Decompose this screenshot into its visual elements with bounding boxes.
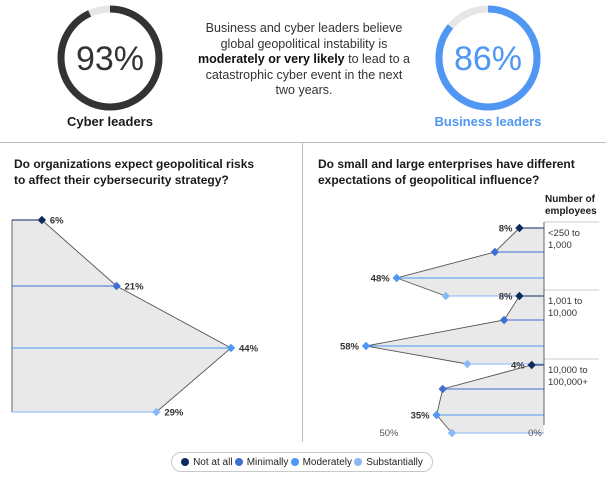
legend-item-not-at-all: Not at all <box>181 456 233 468</box>
right-group-label-line2-0: 1,000 <box>548 240 572 251</box>
right-area-fill-0 <box>396 228 544 296</box>
right-title-line2: expectations of geopolitical influence? <box>318 172 540 187</box>
right-point-2-0 <box>527 360 536 370</box>
left-data-label-3: 29% <box>164 408 184 419</box>
right-axis-label-0: 0% <box>528 428 542 439</box>
chart-legend: Not at all Minimally Moderately Substant… <box>171 452 433 472</box>
left-data-label-1: 21% <box>125 282 145 293</box>
employees-header-line1: Number of <box>545 194 595 205</box>
legend-label-not-at-all: Not at all <box>193 456 233 468</box>
legend-item-substantially: Substantially <box>354 457 423 468</box>
right-axis-label-50: 50% <box>379 428 399 439</box>
right-area-outline-1 <box>365 295 520 365</box>
right-point-2-2 <box>432 410 441 420</box>
right-point-0-1 <box>490 247 500 257</box>
left-area-fill <box>12 220 231 412</box>
left-title-line1: Do organizations expect geopolitical ris… <box>14 157 255 171</box>
right-point-2-1 <box>438 384 447 394</box>
panel-divider <box>302 142 303 442</box>
right-title-line1: Do small and large enterprises have diff… <box>318 157 575 171</box>
right-data-label-2-0: 4% <box>511 361 525 372</box>
right-data-label-0-0: 8% <box>499 224 513 235</box>
employees-column-header: Number of employees <box>545 194 597 218</box>
right-area-outline-2 <box>436 364 532 434</box>
left-point-2 <box>226 343 236 353</box>
left-data-label-0: 6% <box>50 216 64 227</box>
legend-item-moderately: Moderately <box>290 456 353 468</box>
right-point-1-3 <box>463 359 472 369</box>
left-area-outline <box>41 219 232 413</box>
header-text-part2: to lead to a catastrophic cyber event in… <box>205 52 410 97</box>
left-point-1 <box>112 281 121 291</box>
right-point-1-1 <box>499 315 509 325</box>
left-data-label-2: 44% <box>239 344 259 355</box>
right-point-2-3 <box>447 428 457 438</box>
right-point-0-3 <box>441 291 450 301</box>
employees-header-line2: employees <box>545 206 597 217</box>
right-data-label-0-2: 48% <box>371 274 391 285</box>
header-statement: Business and cyber leaders believe globa… <box>198 21 410 99</box>
legend-label-moderately: Moderately <box>302 456 353 468</box>
left-panel-title: Do organizations expect geopolitical ris… <box>14 157 254 188</box>
legend-dot-not-at-all <box>181 458 190 466</box>
left-point-3 <box>152 407 161 417</box>
legend-dot-moderately <box>290 458 299 466</box>
right-data-label-1-2: 58% <box>340 342 360 353</box>
legend-dot-minimally <box>234 458 243 466</box>
business-leaders-label: Business leaders <box>434 114 542 129</box>
right-panel-title: Do small and large enterprises have diff… <box>318 157 575 188</box>
section-divider <box>0 142 606 143</box>
legend-label-minimally: Minimally <box>246 456 289 468</box>
business-leaders-value: 86% <box>454 40 522 78</box>
right-area-fill-1 <box>366 296 544 364</box>
right-data-label-2-2: 35% <box>411 411 431 422</box>
business-leaders-stat: 86% Business leaders <box>418 0 558 140</box>
right-group-label-line2-1: 10,000 <box>548 308 577 319</box>
right-group-label-line2-2: 100,000+ <box>548 377 588 388</box>
business-leaders-ring: 86% <box>435 5 541 111</box>
cyber-leaders-stat: 93% Cyber leaders <box>40 0 180 140</box>
header-text-bold: moderately or very likely <box>198 52 345 66</box>
right-point-0-2 <box>392 273 401 283</box>
right-group-label-line1-0: <250 to <box>548 228 580 239</box>
cyber-leaders-ring: 93% <box>57 5 163 111</box>
right-data-label-1-0: 8% <box>499 292 513 303</box>
left-title-line2: to affect their cybersecurity strategy? <box>14 172 229 187</box>
cyber-leaders-label: Cyber leaders <box>67 114 153 129</box>
right-group-label-line1-1: 1,001 to <box>548 296 582 307</box>
left-chart: 6% 21% 44% 29% <box>11 216 259 419</box>
cyber-leaders-value: 93% <box>76 40 144 78</box>
right-area-outline-0 <box>395 227 520 297</box>
legend-label-substantially: Substantially <box>366 456 423 468</box>
right-group-label-line1-2: 10,000 to <box>548 365 588 376</box>
legend-item-minimally: Minimally <box>234 456 289 468</box>
legend-dot-substantially <box>354 458 363 466</box>
right-area-fill-2 <box>436 365 544 433</box>
right-point-1-2 <box>361 341 371 351</box>
header-text-part1: Business and cyber leaders believe globa… <box>205 21 403 51</box>
